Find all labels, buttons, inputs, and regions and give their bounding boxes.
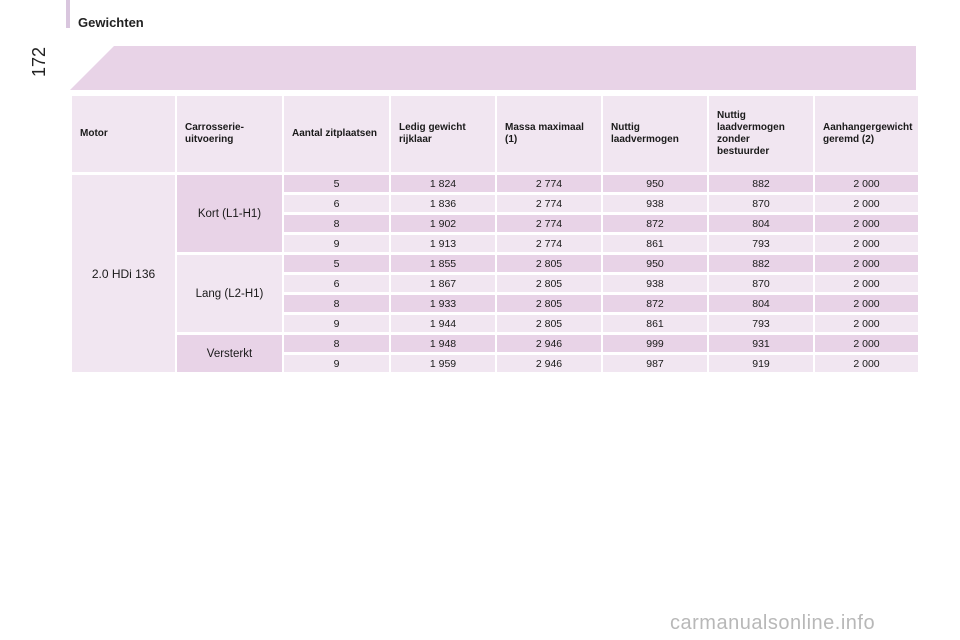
- value-cell: 2 805: [497, 255, 601, 272]
- value-cell: 2 000: [815, 255, 918, 272]
- value-cell: 1 902: [391, 215, 495, 232]
- value-cell: 5: [284, 175, 389, 192]
- value-cell: 793: [709, 315, 813, 332]
- value-cell: 870: [709, 195, 813, 212]
- value-cell: 2 805: [497, 295, 601, 312]
- section-title: Gewichten: [78, 15, 144, 30]
- value-cell: 938: [603, 195, 707, 212]
- value-cell: 5: [284, 255, 389, 272]
- value-cell: 938: [603, 275, 707, 292]
- column-header: Aantal zitplaatsen: [284, 96, 389, 172]
- value-cell: 861: [603, 315, 707, 332]
- value-cell: 804: [709, 295, 813, 312]
- value-cell: 999: [603, 335, 707, 352]
- table-body: 2.0 HDi 136 Kort (L1-H1) 5 1 824 2 774 950 882…: [72, 175, 918, 372]
- value-cell: 931: [709, 335, 813, 352]
- page-number: 172: [29, 46, 49, 77]
- value-cell: 2 000: [815, 235, 918, 252]
- value-cell: 872: [603, 215, 707, 232]
- weights-table: Motor Carrosserie- uitvoering Aantal zitpl…: [70, 93, 920, 375]
- value-cell: 872: [603, 295, 707, 312]
- value-cell: 2 000: [815, 355, 918, 372]
- value-cell: 2 000: [815, 195, 918, 212]
- table-row: Versterkt 8 1 948 2 946 999 931 2 000: [72, 335, 918, 372]
- value-cell: 2 000: [815, 315, 918, 332]
- section-accent-bar: [66, 0, 70, 28]
- value-cell: 1 836: [391, 195, 495, 212]
- value-cell: 950: [603, 175, 707, 192]
- body-type-cell: Versterkt: [177, 335, 282, 372]
- value-cell: 1 855: [391, 255, 495, 272]
- motor-cell: 2.0 HDi 136: [72, 175, 175, 372]
- value-cell: 8: [284, 215, 389, 232]
- value-cell: 2 805: [497, 315, 601, 332]
- value-cell: 8: [284, 295, 389, 312]
- value-cell: 2 000: [815, 275, 918, 292]
- value-cell: 987: [603, 355, 707, 372]
- value-cell: 2 000: [815, 335, 918, 352]
- column-header: Nuttig laadvermogen zonder bestuurder: [709, 96, 813, 172]
- value-cell: 870: [709, 275, 813, 292]
- value-cell: 804: [709, 215, 813, 232]
- value-cell: 1 959: [391, 355, 495, 372]
- value-cell: 882: [709, 175, 813, 192]
- column-header: Aanhangergewicht geremd (2): [815, 96, 918, 172]
- table-row: 2.0 HDi 136 Kort (L1-H1) 5 1 824 2 774 950 882…: [72, 175, 918, 372]
- table-header-row: Motor Carrosserie- uitvoering Aantal zitpl…: [72, 96, 918, 172]
- body-type-cell: Kort (L1-H1): [177, 175, 282, 252]
- column-header: Ledig gewicht rijklaar: [391, 96, 495, 172]
- value-cell: 1 933: [391, 295, 495, 312]
- column-header: Carrosserie- uitvoering: [177, 96, 282, 172]
- column-header: Motor: [72, 96, 175, 172]
- value-cell: 6: [284, 195, 389, 212]
- value-cell: 1 913: [391, 235, 495, 252]
- value-cell: 2 774: [497, 235, 601, 252]
- table-row: Lang (L2-H1) 5 1 855 2 805 950 882 2 000: [72, 255, 918, 332]
- value-cell: 2 774: [497, 195, 601, 212]
- value-cell: 1 944: [391, 315, 495, 332]
- column-header: Nuttig laadvermogen: [603, 96, 707, 172]
- value-cell: 1 824: [391, 175, 495, 192]
- value-cell: 1 867: [391, 275, 495, 292]
- value-cell: 2 774: [497, 175, 601, 192]
- value-cell: 2 774: [497, 215, 601, 232]
- value-cell: 2 805: [497, 275, 601, 292]
- value-cell: 8: [284, 335, 389, 352]
- value-cell: 919: [709, 355, 813, 372]
- value-cell: 2 946: [497, 355, 601, 372]
- value-cell: 2 000: [815, 295, 918, 312]
- value-cell: 2 946: [497, 335, 601, 352]
- value-cell: 2 000: [815, 215, 918, 232]
- value-cell: 861: [603, 235, 707, 252]
- value-cell: 6: [284, 275, 389, 292]
- value-cell: 9: [284, 355, 389, 372]
- header-banner: [70, 46, 916, 90]
- body-type-cell: Lang (L2-H1): [177, 255, 282, 332]
- value-cell: 2 000: [815, 175, 918, 192]
- value-cell: 1 948: [391, 335, 495, 352]
- value-cell: 793: [709, 235, 813, 252]
- value-cell: 9: [284, 235, 389, 252]
- watermark: carmanualsonline.info: [670, 612, 876, 634]
- column-header: Massa maximaal (1): [497, 96, 601, 172]
- value-cell: 950: [603, 255, 707, 272]
- value-cell: 882: [709, 255, 813, 272]
- value-cell: 9: [284, 315, 389, 332]
